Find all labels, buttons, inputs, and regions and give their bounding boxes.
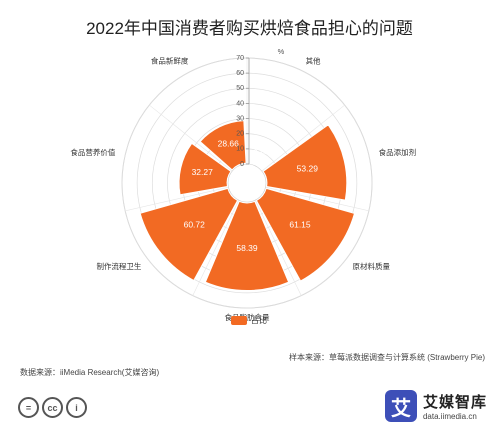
category-label-0: 其他: [306, 55, 321, 65]
legend-swatch: [231, 316, 247, 325]
data-source: 数据来源：iiMedia Research(艾媒咨询): [20, 368, 160, 377]
bar-2: [256, 187, 355, 282]
grid-spoke-6: [149, 104, 233, 172]
brand-name: 艾媒智库: [422, 394, 487, 411]
brand: 艾 艾媒智库 data.iimedia.cn: [384, 390, 487, 422]
bar-1: [262, 124, 348, 201]
legend[interactable]: 占比: [231, 315, 267, 326]
radial-tick-label-4: 40: [236, 100, 244, 107]
grid-spoke-2: [265, 186, 369, 212]
category-label-1: 食品添加剂: [379, 147, 417, 157]
radial-tick-label-3: 30: [236, 115, 244, 122]
radial-tick-label-0: 0: [240, 161, 244, 168]
bar-value-label-5: 32.27: [192, 167, 214, 177]
cc-license-badge: = cc i: [18, 397, 87, 418]
bar-4: [139, 187, 238, 281]
bar-6: [199, 120, 247, 171]
polar-center: [227, 163, 267, 203]
radial-tick-label-7: 70: [236, 55, 244, 62]
sample-source: 样本来源：草莓派数据调查与计算系统 (Strawberry Pie): [288, 353, 485, 362]
chart-title: 2022年中国消费者购买烘焙食品担心的问题: [86, 19, 413, 38]
bar-5: [178, 142, 232, 196]
bar-value-label-4: 60.72: [184, 219, 206, 229]
brand-url: data.iimedia.cn: [422, 412, 477, 421]
cc-logo-icon: cc: [42, 397, 63, 418]
category-label-2: 原材料质量: [353, 261, 391, 271]
bar-3: [204, 200, 290, 291]
legend-label: 占比: [251, 316, 267, 325]
grid-spoke-5: [125, 186, 229, 212]
grid-spoke-3: [254, 199, 302, 296]
grid-spoke-1: [261, 104, 345, 172]
cc-attribution-icon: i: [66, 397, 87, 418]
radial-tick-label-1: 10: [236, 146, 244, 153]
category-label-3: 食品脂肪含量: [225, 312, 270, 322]
radial-tick-label-6: 60: [236, 70, 244, 77]
category-label-5: 食品营养价值: [70, 147, 115, 157]
brand-logo-icon: 艾: [384, 390, 417, 422]
bar-value-label-1: 53.29: [297, 163, 319, 173]
bar-0: [247, 162, 263, 171]
bar-value-label-0: 0.64: [253, 148, 270, 158]
radial-tick-label-2: 20: [236, 131, 244, 138]
grid-spoke-4: [192, 199, 240, 296]
category-label-6: 食品新鲜度: [151, 55, 189, 65]
bar-value-label-6: 28.66: [218, 138, 240, 148]
bar-value-label-2: 61.15: [289, 220, 311, 230]
cc-equal-icon: =: [18, 397, 39, 418]
bar-value-label-3: 58.39: [236, 243, 258, 253]
category-label-4: 制作流程卫生: [96, 261, 141, 271]
radial-axis-unit: %: [278, 47, 285, 56]
radial-tick-label-5: 50: [236, 85, 244, 92]
